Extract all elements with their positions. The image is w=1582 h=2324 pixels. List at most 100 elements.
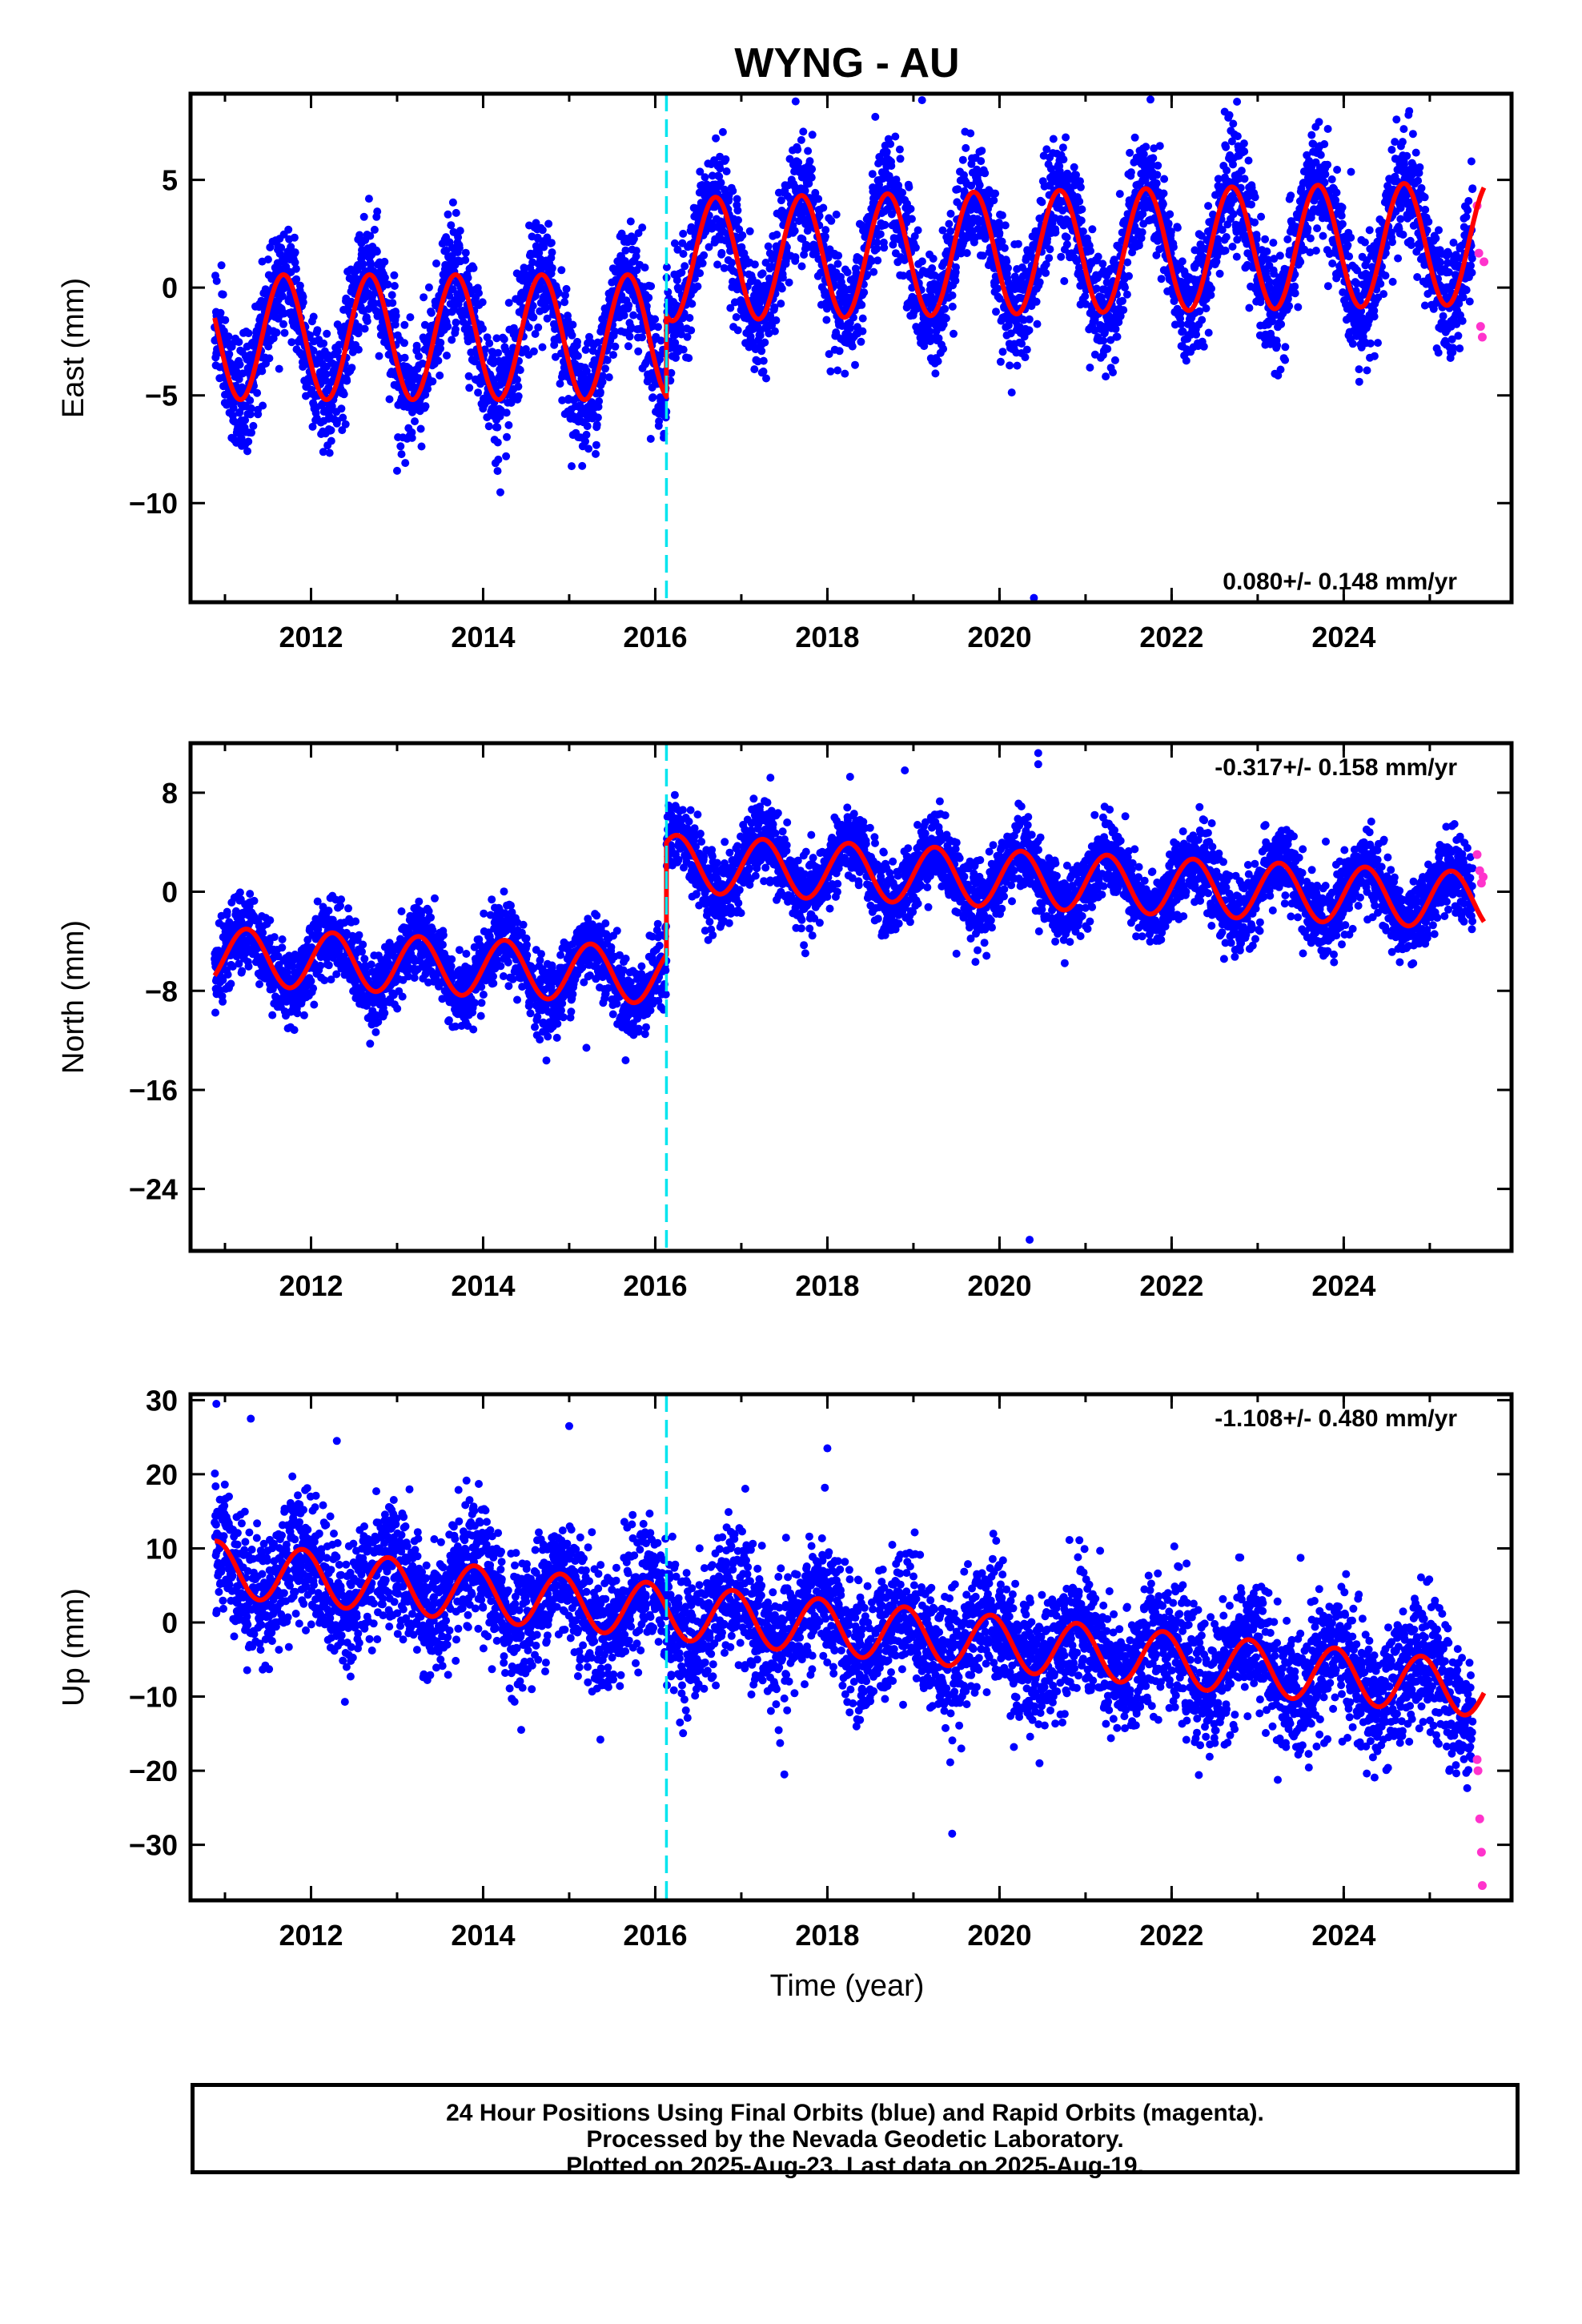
final-orbit-point (1051, 228, 1060, 237)
final-orbit-point (629, 235, 638, 243)
final-orbit-point (991, 189, 1000, 198)
final-orbit-point (1060, 277, 1069, 285)
final-orbit-point (1252, 235, 1261, 243)
final-orbit-point (745, 227, 754, 235)
final-orbit-point (1118, 296, 1126, 305)
final-orbit-point (1270, 255, 1279, 263)
final-orbit-point (455, 243, 464, 252)
final-orbit-point (360, 324, 369, 333)
final-orbit-point (1232, 252, 1241, 261)
final-orbit-point (1222, 143, 1231, 151)
final-orbit-point (1265, 278, 1274, 287)
final-orbit-point (777, 284, 786, 293)
final-orbit-point (1007, 388, 1016, 397)
final-orbit-point (338, 426, 347, 435)
final-orbit-point (945, 219, 954, 228)
final-orbit-point (1062, 240, 1071, 249)
final-orbit-point (1160, 175, 1169, 183)
final-orbit-point (708, 171, 717, 180)
final-orbit-point (485, 339, 494, 348)
final-orbit-point (811, 188, 820, 197)
final-orbit-point (366, 231, 375, 240)
final-orbit-point (1230, 195, 1239, 204)
final-orbit-point (1328, 259, 1337, 267)
final-orbit-point (952, 263, 960, 271)
final-orbit-point (833, 259, 842, 268)
final-orbit-point (819, 203, 828, 212)
final-orbit-point (1045, 254, 1054, 263)
final-orbit-point (253, 388, 262, 397)
final-orbit-point (857, 300, 866, 309)
final-orbit-point (1026, 247, 1035, 256)
final-orbit-point (1070, 163, 1078, 171)
final-orbit-point (401, 459, 410, 468)
final-orbit-point (791, 97, 800, 106)
final-orbit-point (323, 329, 331, 338)
final-orbit-point (243, 447, 251, 456)
final-orbit-point (532, 219, 540, 227)
final-orbit-point (337, 404, 346, 413)
final-orbit-point (679, 345, 688, 354)
final-orbit-point (292, 275, 301, 283)
final-orbit-point (798, 235, 807, 243)
final-orbit-point (1338, 203, 1347, 211)
final-orbit-point (913, 226, 922, 235)
final-orbit-point (212, 276, 221, 285)
final-orbit-point (538, 226, 547, 235)
final-orbit-point (1333, 166, 1342, 174)
final-orbit-point (593, 413, 602, 422)
final-orbit-point (732, 313, 741, 321)
final-orbit-point (548, 248, 556, 257)
final-orbit-point (1074, 263, 1083, 272)
final-orbit-point (1306, 248, 1315, 257)
final-orbit-point (432, 259, 440, 267)
final-orbit-point (822, 316, 831, 324)
final-orbit-point (241, 416, 250, 424)
final-orbit-point (958, 155, 967, 164)
final-orbit-point (696, 167, 705, 176)
final-orbit-point (670, 239, 679, 247)
final-orbit-point (1006, 361, 1014, 370)
final-orbit-point (715, 172, 724, 181)
final-orbit-point (355, 231, 364, 239)
final-orbit-point (867, 256, 876, 265)
final-orbit-point (327, 436, 335, 445)
final-orbit-point (627, 323, 636, 332)
final-orbit-point (391, 312, 400, 320)
final-orbit-point (679, 250, 688, 258)
final-orbit-point (554, 288, 563, 297)
final-orbit-point (634, 229, 643, 238)
final-orbit-point (1352, 279, 1361, 288)
final-orbit-point (729, 187, 737, 195)
final-orbit-point (833, 366, 842, 375)
final-orbit-point (1233, 235, 1242, 244)
final-orbit-point (1261, 235, 1270, 243)
final-orbit-point (309, 346, 318, 355)
final-orbit-point (246, 396, 255, 404)
final-orbit-point (700, 251, 709, 259)
final-orbit-point (562, 284, 571, 293)
final-orbit-point (1222, 233, 1231, 241)
final-orbit-point (385, 395, 394, 404)
final-orbit-point (334, 347, 342, 356)
final-orbit-point (436, 371, 444, 380)
final-orbit-point (1320, 140, 1329, 148)
final-orbit-point (1327, 175, 1336, 183)
final-orbit-point (400, 320, 409, 329)
final-orbit-point (483, 333, 492, 342)
final-orbit-point (1283, 295, 1292, 304)
final-orbit-point (1102, 278, 1111, 287)
final-orbit-point (568, 462, 576, 471)
final-orbit-point (299, 298, 307, 307)
final-orbit-point (592, 440, 600, 449)
final-orbit-point (1207, 291, 1215, 300)
chart-title: WYNG - AU (734, 40, 959, 86)
final-orbit-point (654, 323, 662, 332)
final-orbit-point (452, 318, 460, 327)
final-orbit-point (474, 388, 483, 397)
final-orbit-point (778, 273, 787, 282)
final-orbit-point (1283, 235, 1292, 243)
final-orbit-point (638, 333, 646, 342)
final-orbit-point (860, 288, 869, 297)
final-orbit-point (1275, 251, 1284, 260)
